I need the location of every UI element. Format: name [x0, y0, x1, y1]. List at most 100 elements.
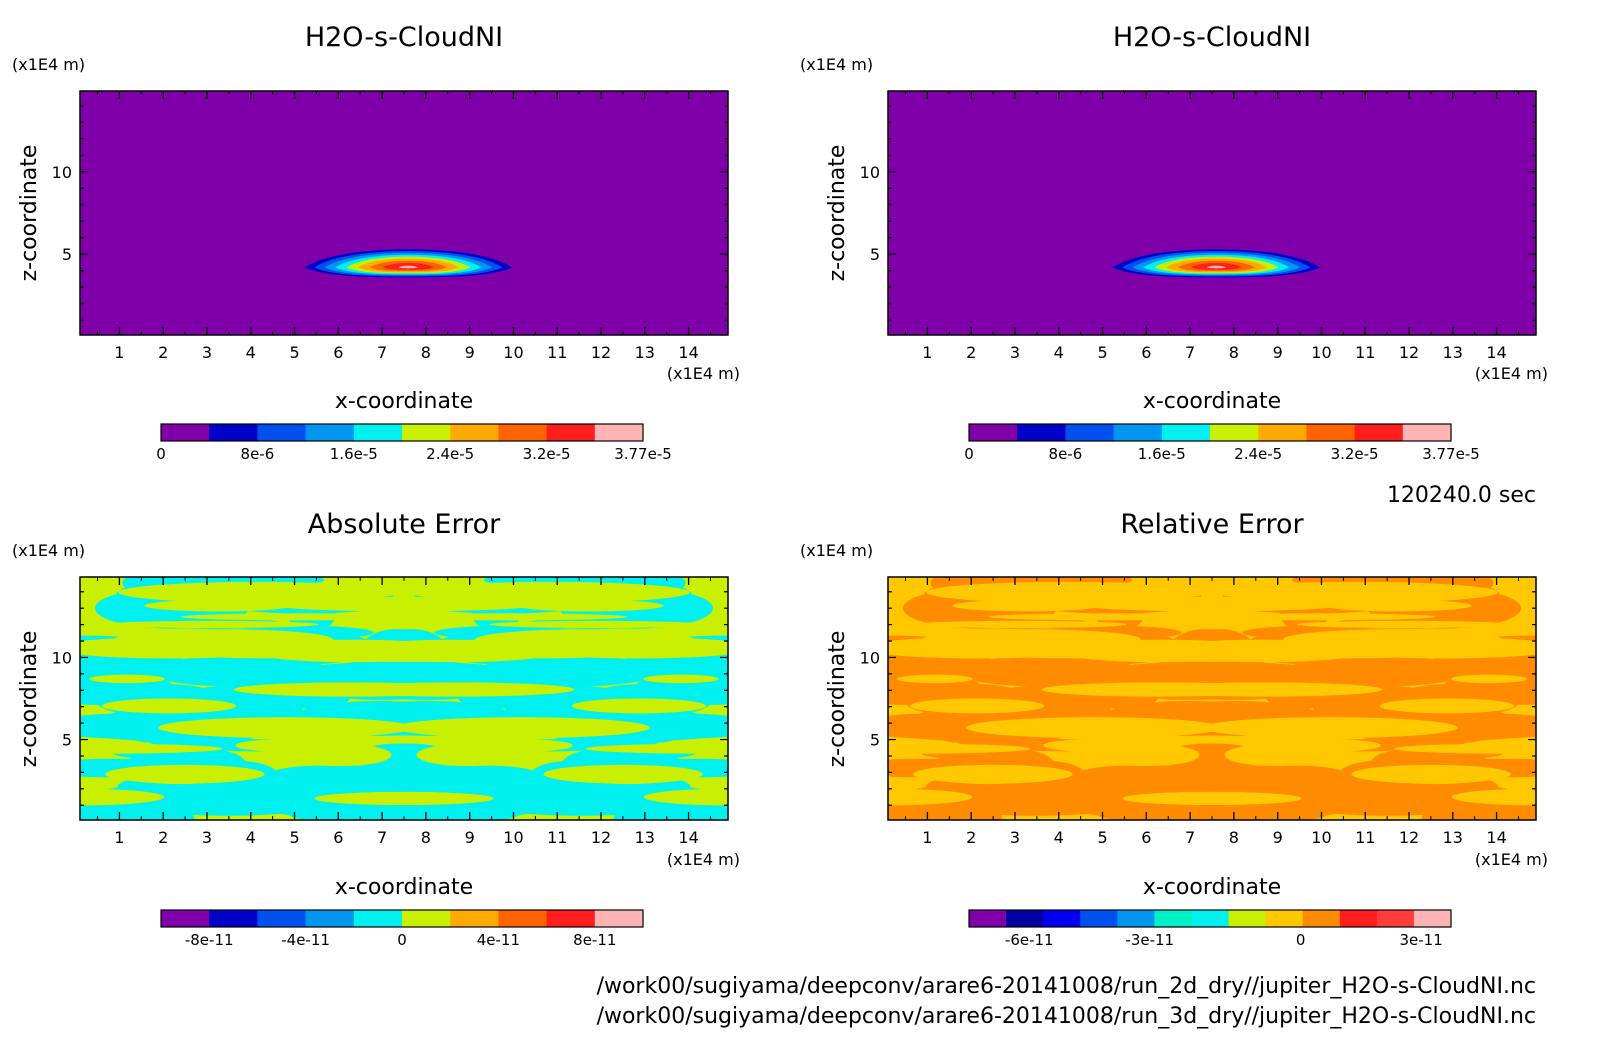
x-tick-label: 8: [1229, 343, 1239, 362]
error-patch: [339, 682, 575, 697]
colorbar-swatch: [257, 424, 307, 441]
error-patch: [158, 717, 414, 739]
error-patch: [80, 788, 165, 806]
x-tick-label: 10: [1311, 828, 1331, 847]
x-tick-label: 4: [1054, 343, 1064, 362]
colorbar-label: 0: [156, 445, 166, 463]
x-tick-label: 13: [1443, 828, 1463, 847]
colorbar-label: -8e-11: [185, 931, 234, 949]
x-tick-label: 11: [1355, 828, 1375, 847]
y-axis-label: z-coordinate: [17, 631, 42, 768]
error-patch: [1127, 791, 1302, 806]
colorbar-swatch: [161, 910, 210, 927]
error-patch: [452, 738, 573, 753]
x-tick-label: 1: [114, 343, 124, 362]
colorbar: -6e-11 -3e-11 0 3e-11: [968, 909, 1452, 949]
x-tick-label: 6: [1141, 828, 1151, 847]
y-axis-label: z-coordinate: [825, 145, 850, 282]
colorbar-swatch: [353, 424, 403, 441]
x-tick-label: 10: [1311, 343, 1331, 362]
colorbar-swatch: [1154, 910, 1192, 927]
error-patch: [329, 767, 368, 779]
x-tick-label: 8: [421, 343, 431, 362]
y-tick-label: 10: [860, 163, 880, 182]
colorbar-swatch: [1339, 910, 1378, 927]
colorbar: 0 8e-6 1.6e-5 2.4e-5 3.2e-5 3.77e-5: [964, 423, 1480, 463]
error-patch: [888, 804, 1003, 820]
contour-band: [398, 265, 418, 269]
x-tick-label: 3: [202, 343, 212, 362]
error-patch: [931, 766, 1044, 785]
y-tick-label: 5: [870, 245, 880, 264]
error-patch: [897, 674, 973, 684]
x-unit-label: (x1E4 m): [1475, 850, 1548, 869]
colorbar-swatch: [1080, 910, 1118, 927]
colorbar-label: 3.2e-5: [1331, 445, 1379, 463]
panel-absolute-error: Absolute Error (x1E4 m) 1 2 3 4 5 6 7 8 9 10 11 12 1…: [12, 509, 740, 949]
x-unit-label: (x1E4 m): [667, 364, 740, 383]
colorbar-label: 2.4e-5: [426, 445, 474, 463]
error-patch: [1043, 738, 1164, 753]
x-tick-label: 11: [547, 343, 567, 362]
colorbar-swatch: [209, 910, 258, 927]
y-tick-label: 5: [870, 731, 880, 750]
x-tick-label: 1: [922, 828, 932, 847]
panel-cloud-2d: H2O-s-CloudNI (x1E4 m) 1 2 3 4 5 6 7 8 9 10 11 12 13…: [12, 22, 740, 463]
file-path-3d: /work00/sugiyama/deepconv/arare6-2014100…: [597, 1004, 1536, 1029]
error-patch: [1248, 767, 1287, 779]
colorbar-frame: [968, 909, 1452, 928]
x-tick-label: 6: [333, 828, 343, 847]
colorbar-label: -6e-11: [1005, 931, 1054, 949]
colorbar-label: 1.6e-5: [330, 445, 378, 463]
colorbar-swatch: [1065, 424, 1115, 441]
colorbar-swatch: [1191, 910, 1230, 927]
x-axis-label: x-coordinate: [335, 875, 473, 900]
error-patch: [1393, 743, 1536, 754]
x-tick-label: 9: [1273, 828, 1283, 847]
x-tick-label: 7: [377, 343, 387, 362]
error-patch: [365, 640, 518, 656]
x-tick-label: 9: [465, 828, 475, 847]
colorbar-label: 4e-11: [477, 931, 520, 949]
y-axis-label: z-coordinate: [825, 631, 850, 768]
colorbar: 0 8e-6 1.6e-5 2.4e-5 3.2e-5 3.77e-5: [156, 423, 672, 463]
error-patch: [572, 766, 685, 785]
error-patch: [102, 620, 319, 629]
error-patch: [319, 791, 494, 806]
colorbar-swatch: [305, 424, 355, 441]
error-patch: [1194, 703, 1269, 725]
x-tick-label: 10: [503, 343, 523, 362]
x-tick-label: 5: [289, 828, 299, 847]
error-patch: [909, 698, 1045, 714]
error-patch: [926, 581, 1207, 603]
x-tick-label: 3: [1010, 828, 1020, 847]
x-tick-label: 5: [1097, 828, 1107, 847]
x-unit-label: (x1E4 m): [667, 850, 740, 869]
x-tick-label: 10: [503, 828, 523, 847]
x-tick-label: 11: [1355, 343, 1375, 362]
x-tick-label: 3: [1010, 343, 1020, 362]
error-patch: [1421, 804, 1536, 820]
y-tick-label: 10: [860, 648, 880, 667]
error-patch: [910, 620, 1127, 629]
colorbar-label: 8e-11: [573, 931, 616, 949]
error-patch: [384, 613, 628, 621]
colorbar-swatch: [546, 910, 596, 927]
heatmap-field: [80, 577, 728, 820]
colorbar-swatch: [402, 910, 451, 927]
colorbar-swatch: [1210, 424, 1259, 441]
error-patch: [888, 637, 1097, 659]
error-patch: [663, 711, 702, 727]
colorbar-swatch: [1117, 910, 1155, 927]
x-tick-label: 2: [966, 828, 976, 847]
colorbar: -8e-11 -4e-11 0 4e-11 8e-11: [160, 909, 644, 949]
error-patch: [80, 804, 195, 820]
x-tick-label: 11: [547, 828, 567, 847]
colorbar-swatch: [969, 910, 1007, 927]
timestamp-label: 120240.0 sec: [1387, 483, 1536, 508]
error-patch: [1147, 682, 1383, 697]
error-patch: [643, 674, 719, 684]
error-patch: [571, 698, 707, 714]
error-patch: [80, 743, 223, 754]
